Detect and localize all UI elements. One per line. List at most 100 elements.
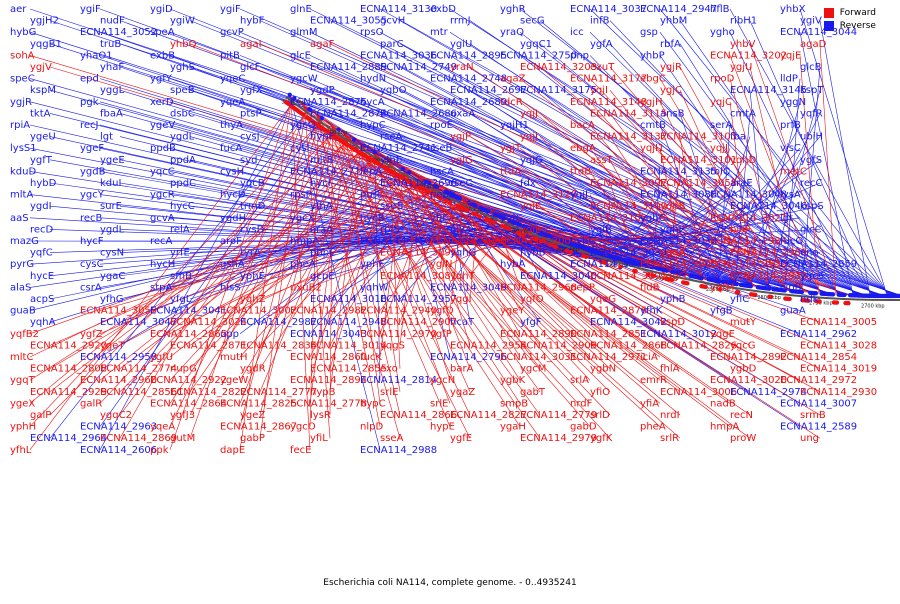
gene-label: yqjJ — [520, 108, 538, 119]
gene-label: yhbV — [730, 39, 756, 50]
gene-label: agaD — [800, 39, 827, 50]
gene-label: uxaA — [450, 108, 475, 119]
gene-label: cysH — [220, 166, 244, 177]
gene-label: yfiF — [430, 213, 448, 224]
gene-label: ygjR — [10, 97, 32, 108]
gene-label: ygdH — [220, 213, 246, 224]
gene-label: yraQ — [500, 27, 524, 38]
gene-label: yqiC — [450, 201, 472, 212]
gene-label: yqfR — [800, 108, 823, 119]
gene-label: agaZ — [500, 74, 526, 85]
gene-label: rpsO — [360, 27, 384, 38]
gene-label: ECNA114_3102 — [570, 213, 647, 224]
gene-label: yggG — [660, 271, 686, 282]
gene-label: rseB — [430, 143, 452, 154]
gene-label: yqhW — [360, 282, 389, 293]
gene-label: dsbC — [170, 108, 195, 119]
gene-label: ECNA114_2876 — [570, 306, 647, 317]
gene-label: ECNA114_2970 — [360, 329, 437, 340]
gene-label: yqiE — [520, 201, 541, 212]
gene-label: ribH1 — [730, 16, 757, 27]
gene-label: fucK — [360, 352, 382, 363]
gene-label: ygeV — [150, 120, 175, 131]
gene-feature — [832, 300, 836, 304]
gene-label: ECNA114_3002 — [220, 306, 297, 317]
gene-label: hycF — [80, 236, 104, 247]
gene-label: ECNA114_2855 — [310, 364, 387, 375]
gene-label: ygfA — [590, 39, 613, 50]
gene-label: ECNA114_2962 — [780, 329, 857, 340]
gene-label: pepB — [430, 190, 456, 201]
gene-label: ygdI — [30, 201, 52, 212]
gene-label: ECNA114_2890 — [500, 329, 577, 340]
gene-label: upp — [220, 329, 239, 340]
gene-label: yfhA — [310, 201, 333, 212]
gene-label: ppdA — [170, 155, 196, 166]
gene-label: ECNA114_3130 — [360, 4, 437, 15]
gene-label: fldB — [640, 282, 660, 293]
gene-label: ECNA114_2825 — [220, 398, 297, 409]
gene-label: yqjG — [520, 155, 543, 166]
gene-label: ygiV — [800, 16, 822, 27]
gene-label: yfhE — [380, 155, 402, 166]
gene-label: hypB — [310, 387, 336, 398]
gene-label: ECNA114_3177 — [570, 74, 647, 85]
gene-label: glyA — [450, 224, 472, 235]
gene-label: lepA — [360, 166, 382, 177]
gene-label: ygfK — [590, 433, 613, 444]
gene-label: ebgC — [640, 74, 666, 85]
gene-label: yqgB1 — [30, 39, 62, 50]
gene-label: ECNA114_2686 — [380, 108, 457, 119]
gene-label: ECNA114_2697 — [450, 85, 527, 96]
gene-label: ygiB — [590, 224, 612, 235]
gene-label: recJ — [80, 120, 99, 131]
gene-label: ECNA114_2969 — [730, 248, 807, 259]
gene-label: ygdP — [310, 85, 335, 96]
gene-label: ECNA114_3007 — [780, 398, 857, 409]
gene-label: serA — [710, 120, 732, 131]
gene-label: pbpC — [310, 248, 336, 259]
gene-label: rpsP — [290, 190, 312, 201]
gene-label: yfiL — [310, 433, 328, 444]
gene-label: ygeF — [80, 143, 104, 154]
gene-label: ECNA114_2851 — [570, 329, 647, 340]
gene-label: yghR — [500, 4, 526, 15]
gene-label: yqjI1 — [640, 143, 664, 154]
gene-feature — [699, 284, 703, 288]
gene-label: ECNA114_3100 — [590, 201, 667, 212]
gene-label: ECNA114_2741 — [360, 143, 437, 154]
gene-label: yfiA — [640, 398, 659, 409]
gene-label: ECNA114_3049 — [430, 282, 507, 293]
gene-label: ECNA114_3120 — [500, 190, 577, 201]
gene-label: hycD — [220, 190, 246, 201]
gene-label: gsp — [640, 27, 658, 38]
gene-label: yqgS — [380, 340, 405, 351]
gene-label: gshA — [220, 259, 245, 270]
gene-label: hscA — [430, 166, 454, 177]
gene-label: recA — [150, 236, 173, 247]
gene-label: acpS — [30, 294, 54, 305]
gene-label: ppk — [150, 445, 169, 456]
gene-label: rpoE — [430, 120, 453, 131]
gene-label: assT — [590, 155, 614, 166]
gene-label: kduD — [10, 166, 36, 177]
gene-label: yfgF — [520, 317, 542, 328]
gene-feature — [352, 137, 356, 141]
gene-label: ECNA114_3012 — [640, 329, 717, 340]
gene-label: ygbD — [730, 364, 757, 375]
gene-label: ygdL — [100, 224, 125, 235]
gene-label: ygcW — [290, 74, 318, 85]
gene-label: hycI — [310, 178, 331, 189]
gene-feature — [569, 250, 573, 254]
gene-label: lysA — [780, 190, 801, 201]
gene-label: ECNA114_3202 — [710, 50, 787, 61]
gene-label: glnE — [290, 4, 312, 15]
gene-label: ygcY — [80, 190, 105, 201]
gene-label: ygiD — [150, 4, 173, 15]
gene-label: yfgB — [710, 306, 733, 317]
gene-label: ygfQ — [430, 306, 454, 317]
gene-label: yqhD — [730, 155, 757, 166]
gene-label: ygho — [710, 27, 735, 38]
gene-label: ECNA114_3115 — [590, 108, 667, 119]
